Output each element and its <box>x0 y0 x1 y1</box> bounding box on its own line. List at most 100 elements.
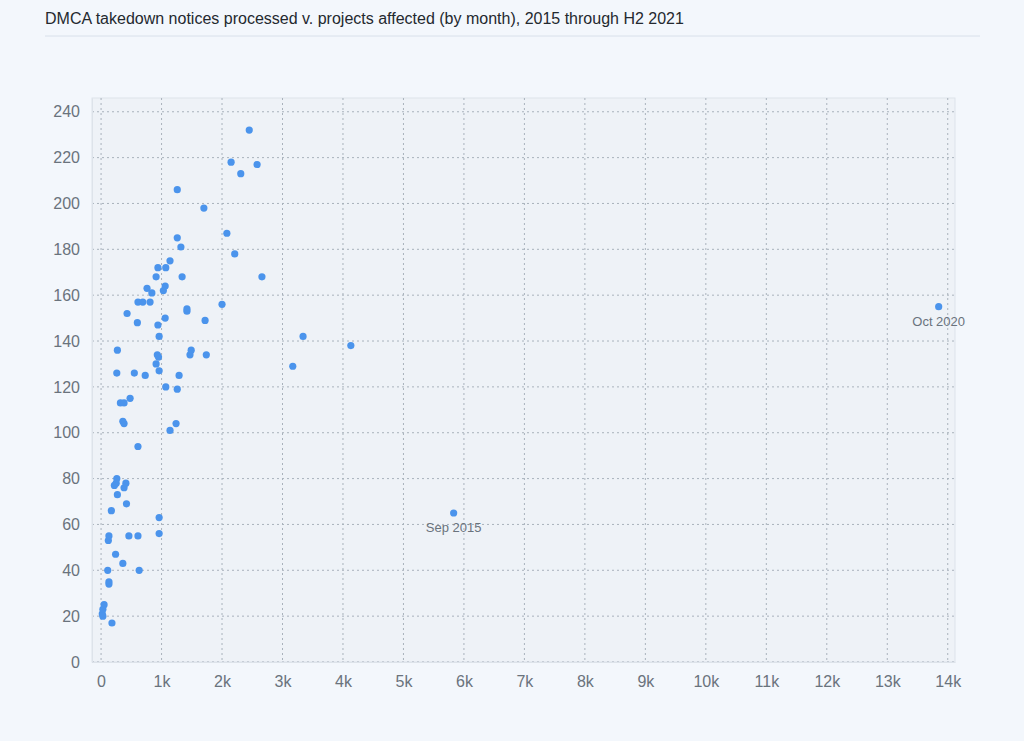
point <box>119 560 126 567</box>
point <box>166 257 173 264</box>
point <box>139 298 146 305</box>
x-tick-label: 12k <box>814 673 841 690</box>
x-tick: 4k <box>335 662 353 690</box>
grid-line-x <box>584 98 585 662</box>
point <box>237 170 244 177</box>
title: DMCA takedown notices processed v. proje… <box>45 10 684 27</box>
grid-line-x <box>947 98 948 662</box>
point <box>123 500 130 507</box>
point <box>223 230 230 237</box>
grid <box>92 98 955 662</box>
point <box>203 351 210 358</box>
point <box>112 551 119 558</box>
point <box>162 282 169 289</box>
grid-line-x <box>342 98 343 662</box>
grid-line-x <box>282 98 283 662</box>
grid-line-x <box>766 98 767 662</box>
point <box>174 234 181 241</box>
x-tick: 13k <box>875 662 902 690</box>
point <box>122 480 129 487</box>
y-tick: 80 <box>62 470 92 487</box>
grid-line-y <box>92 341 955 342</box>
point <box>114 491 121 498</box>
grid-line-y <box>92 432 955 433</box>
annotation: Sep 2015 <box>426 520 482 535</box>
x-tick-label: 9k <box>637 673 655 690</box>
point <box>254 161 261 168</box>
y-tick-label: 240 <box>53 103 80 120</box>
x-tick-label: 1k <box>154 673 172 690</box>
point <box>136 567 143 574</box>
y-tick-label: 20 <box>62 608 80 625</box>
point <box>227 159 234 166</box>
grid-line-y <box>92 203 955 204</box>
y-axis-line <box>92 99 93 663</box>
title-rule <box>45 36 980 37</box>
x-tick-label: 13k <box>875 673 902 690</box>
point <box>155 353 162 360</box>
grid-line-y <box>92 524 955 525</box>
grid-line-y <box>92 111 955 112</box>
y-tick: 200 <box>53 195 92 212</box>
y-tick-label: 160 <box>53 287 80 304</box>
y-tick-label: 80 <box>62 470 80 487</box>
x-tick-label: 6k <box>456 673 474 690</box>
point <box>179 273 186 280</box>
point <box>218 301 225 308</box>
y-tick: 220 <box>53 149 92 166</box>
point <box>347 342 354 349</box>
grid-line-y <box>92 249 955 250</box>
point <box>105 578 112 585</box>
point <box>177 243 184 250</box>
x-tick: 14k <box>935 662 962 690</box>
grid-line-y <box>92 295 955 296</box>
x-tick: 3k <box>275 662 293 690</box>
point <box>142 372 149 379</box>
point <box>188 347 195 354</box>
y-tick-label: 0 <box>71 654 80 671</box>
x-tick: 0 <box>97 662 106 690</box>
x-tick: 10k <box>693 662 720 690</box>
x-tick-label: 14k <box>935 673 962 690</box>
x-tick: 6k <box>456 662 474 690</box>
x-tick-label: 3k <box>275 673 293 690</box>
point <box>108 507 115 514</box>
grid-line-y <box>92 616 955 617</box>
y-tick-label: 60 <box>62 516 80 533</box>
grid-line-x <box>463 98 464 662</box>
grid-line-x <box>222 98 223 662</box>
y-tick: 20 <box>62 608 92 625</box>
grid-line-y <box>92 157 955 158</box>
y-tick: 240 <box>53 103 92 120</box>
point <box>162 264 169 271</box>
point <box>246 126 253 133</box>
point <box>105 532 112 539</box>
grid-line-x <box>524 98 525 662</box>
point <box>99 613 106 620</box>
x-tick-label: 11k <box>755 673 781 690</box>
point <box>119 418 126 425</box>
grid-line-x <box>101 98 102 662</box>
y-axis: 020406080100120140160180200220240 <box>53 99 92 671</box>
x-tick-label: 2k <box>214 673 232 690</box>
grid-line-x <box>161 98 162 662</box>
point <box>154 264 161 271</box>
point <box>146 298 153 305</box>
y-tick-label: 140 <box>53 333 80 350</box>
x-tick: 5k <box>396 662 414 690</box>
x-tick: 8k <box>577 662 595 690</box>
point <box>299 333 306 340</box>
points <box>99 126 943 626</box>
point <box>120 399 127 406</box>
point <box>113 370 120 377</box>
y-tick: 0 <box>71 654 92 671</box>
point <box>131 370 138 377</box>
point <box>114 347 121 354</box>
grid-line-y <box>92 386 955 387</box>
x-tick-label: 0 <box>97 673 106 690</box>
grid-line-x <box>705 98 706 662</box>
point <box>162 314 169 321</box>
point <box>258 273 265 280</box>
y-tick: 40 <box>62 562 92 579</box>
point <box>174 186 181 193</box>
